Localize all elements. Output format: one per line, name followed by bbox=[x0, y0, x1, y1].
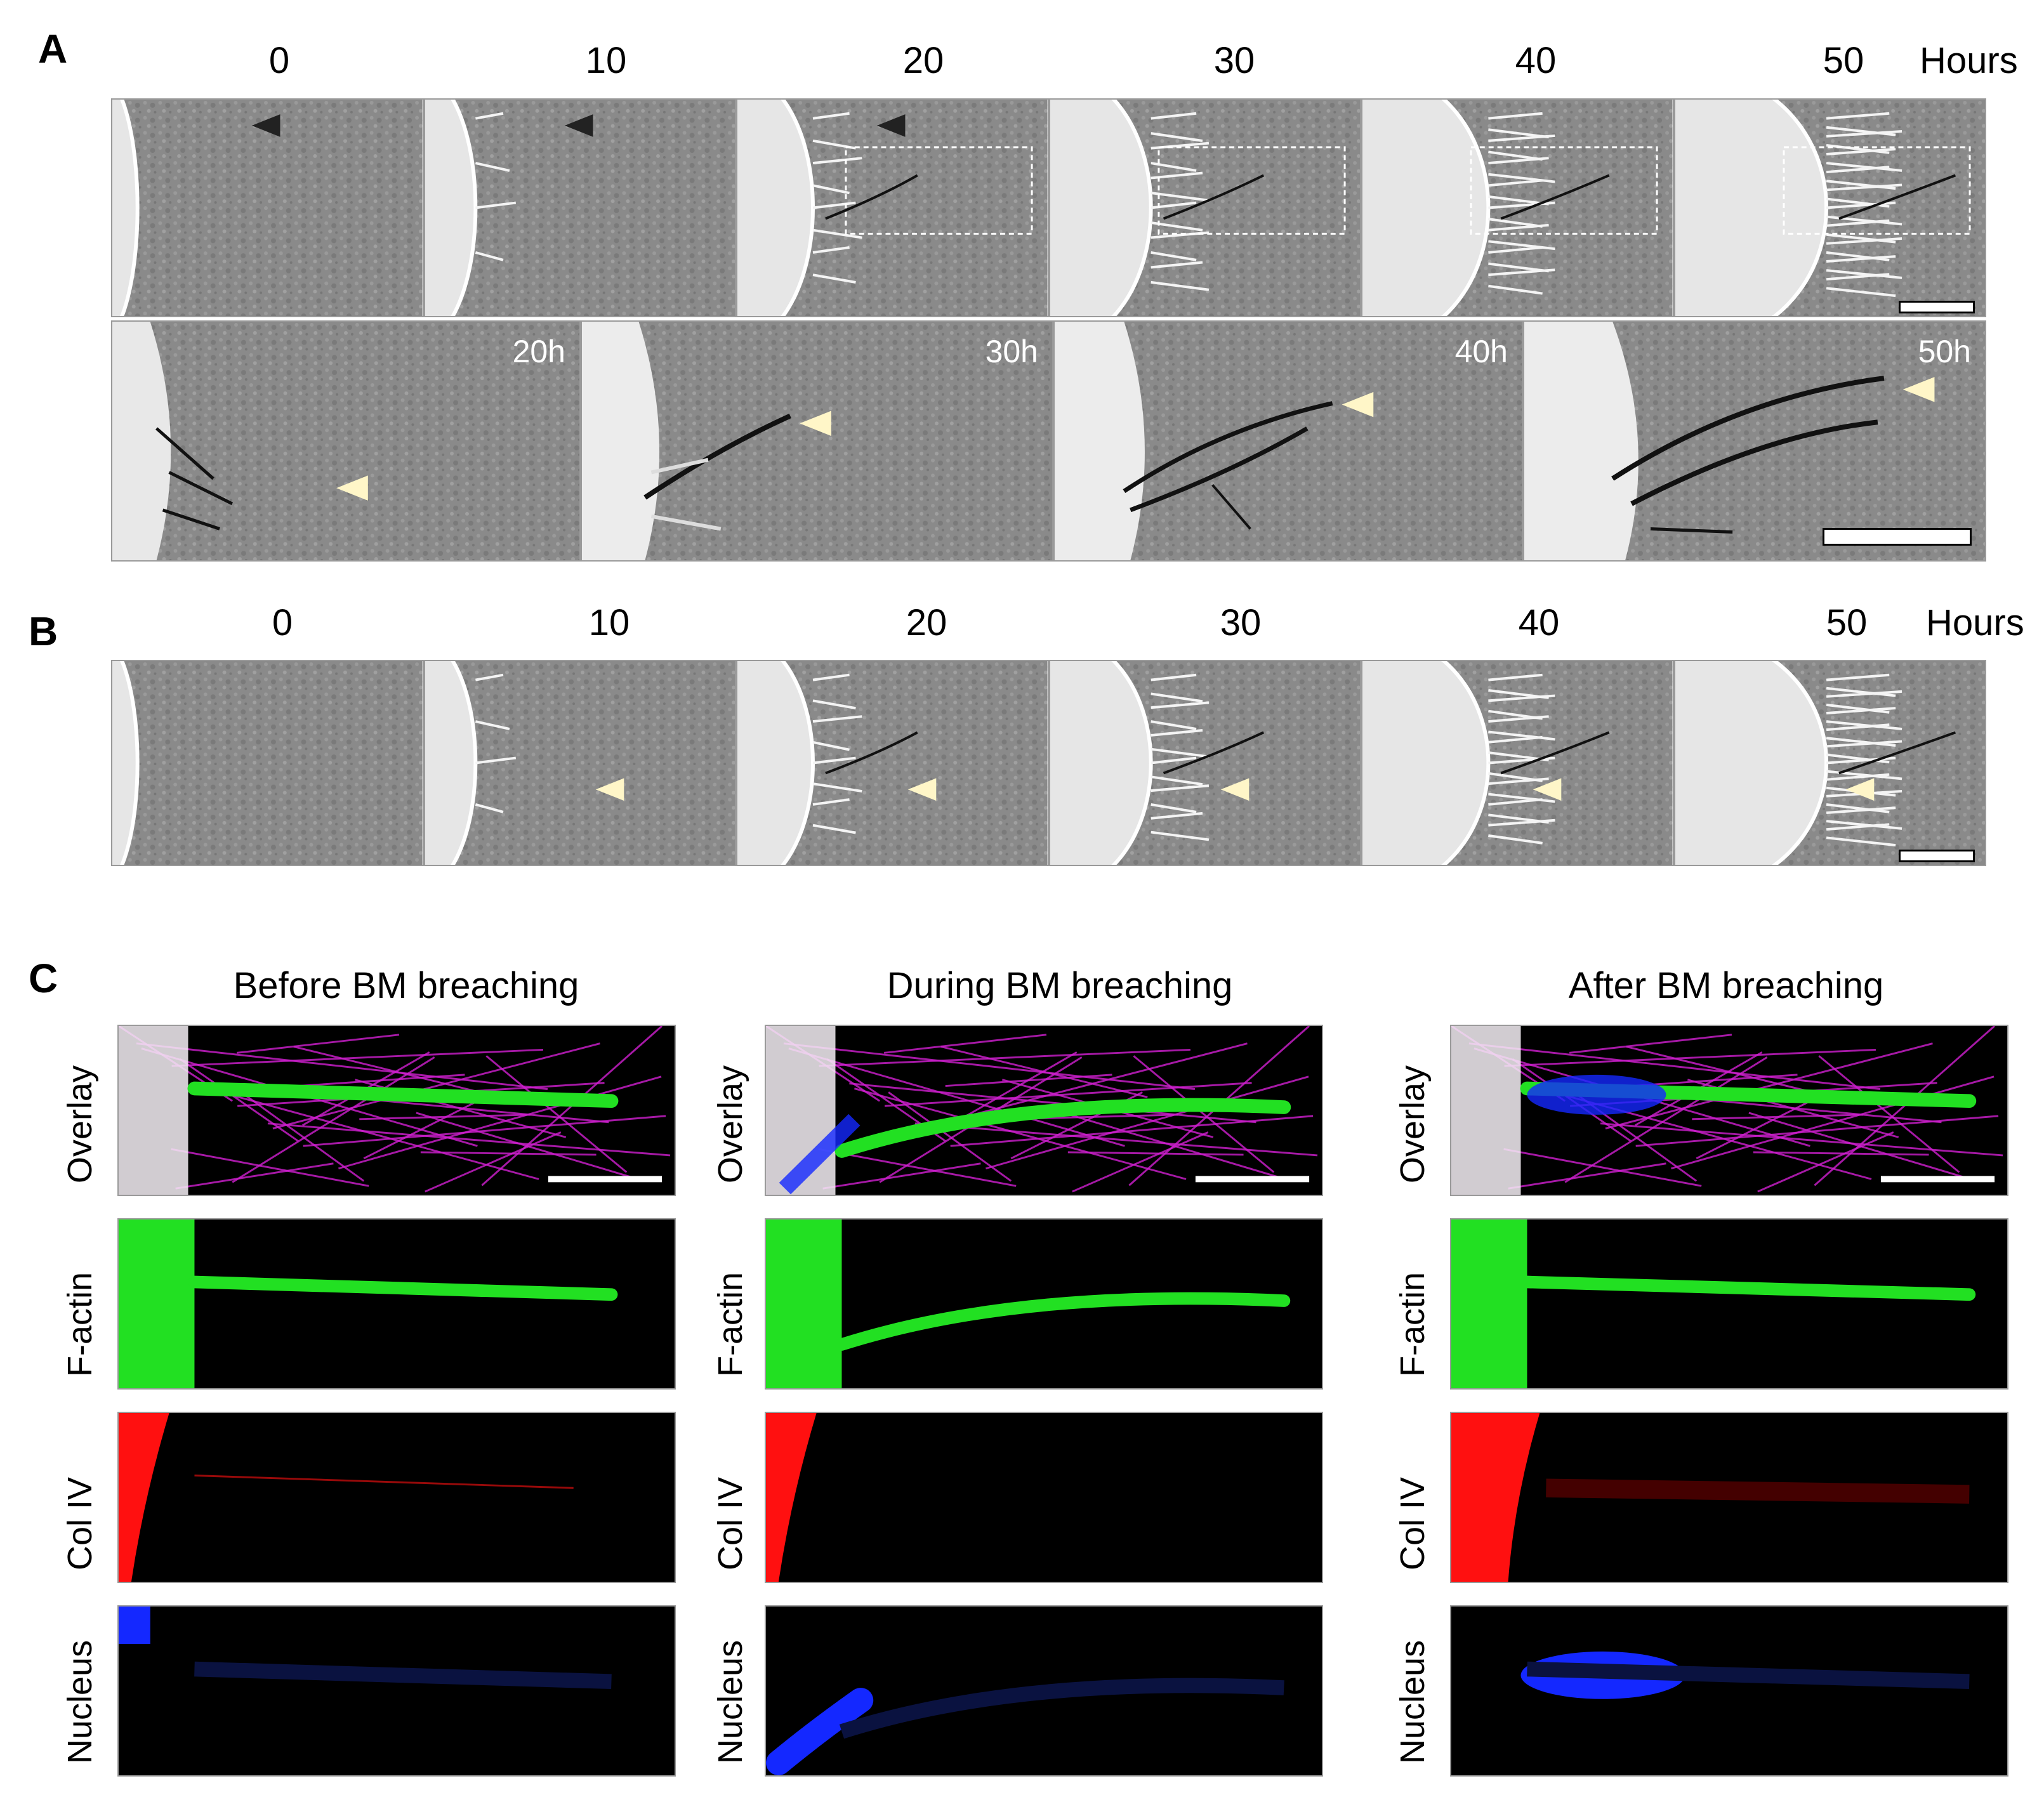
panel-a-letter: A bbox=[38, 26, 68, 72]
row-label-col-iv: Col IV bbox=[711, 1476, 749, 1570]
panel-b-frame-4 bbox=[1361, 660, 1674, 866]
panel-a-frame-4 bbox=[1361, 98, 1674, 317]
panel-a-time-0: 0 bbox=[268, 40, 290, 81]
panel-a-hours-label: Hours bbox=[1920, 40, 2018, 81]
scale-bar bbox=[1823, 528, 1972, 546]
panel-a-inset-30h: 30h bbox=[581, 320, 1053, 562]
scale-bar bbox=[1899, 301, 1975, 313]
panel-a-frame-2 bbox=[736, 98, 1049, 317]
panel-c-f-actin-2 bbox=[1450, 1218, 2008, 1390]
panel-a-frame-0 bbox=[111, 98, 424, 317]
inset-label-20h: 20h bbox=[512, 334, 565, 369]
row-label-nucleus: Nucleus bbox=[1394, 1640, 1432, 1764]
panel-a-inset-40h: 40h bbox=[1053, 320, 1523, 562]
column-title-before: Before BM breaching bbox=[233, 965, 579, 1006]
arrowhead-icon bbox=[564, 114, 593, 137]
panel-b-time-0: 0 bbox=[272, 602, 293, 643]
arrowhead-icon bbox=[1533, 778, 1562, 801]
panel-a-frame-5 bbox=[1673, 98, 1986, 317]
row-label-overlay: Overlay bbox=[711, 1065, 749, 1183]
column-title-after: After BM breaching bbox=[1568, 965, 1884, 1006]
panel-a-frame-3 bbox=[1048, 98, 1361, 317]
column-title-during: During BM breaching bbox=[887, 965, 1233, 1006]
arrowhead-icon bbox=[1845, 778, 1874, 801]
row-label-overlay: Overlay bbox=[1394, 1065, 1432, 1183]
inset-label-40h: 40h bbox=[1454, 334, 1508, 369]
panel-c-overlay-2 bbox=[1450, 1025, 2008, 1196]
scale-bar bbox=[1899, 850, 1975, 862]
panel-b-time-20: 20 bbox=[906, 602, 947, 643]
panel-b-frame-3 bbox=[1048, 660, 1361, 866]
panel-c-f-actin-1 bbox=[765, 1218, 1323, 1390]
panel-a-time-50: 50 bbox=[1823, 40, 1864, 81]
panel-a-inset-20h: 20h bbox=[111, 320, 581, 562]
panel-c-nucleus-2 bbox=[1450, 1605, 2008, 1777]
panel-b-frame-1 bbox=[423, 660, 736, 866]
row-label-overlay: Overlay bbox=[61, 1065, 99, 1183]
panel-a-time-40: 40 bbox=[1515, 40, 1557, 81]
row-label-nucleus: Nucleus bbox=[61, 1640, 99, 1764]
panel-a-frame-1 bbox=[423, 98, 736, 317]
arrowhead-icon bbox=[1342, 391, 1374, 417]
panel-c-letter: C bbox=[29, 956, 58, 1001]
panel-a-time-30: 30 bbox=[1213, 40, 1255, 81]
panel-b-frame-5 bbox=[1673, 660, 1986, 866]
inset-label-50h: 50h bbox=[1918, 334, 1971, 369]
panel-c-col-iv-2 bbox=[1450, 1412, 2008, 1583]
row-label-f-actin: F-actin bbox=[711, 1272, 749, 1377]
row-label-col-iv: Col IV bbox=[61, 1476, 99, 1570]
panel-c-col-iv-1 bbox=[765, 1412, 1323, 1583]
arrowhead-icon bbox=[1220, 778, 1249, 801]
panel-b-time-30: 30 bbox=[1220, 602, 1262, 643]
inset-label-30h: 30h bbox=[985, 334, 1038, 369]
panel-a-inset-50h: 50h bbox=[1523, 320, 1986, 562]
panel-c-nucleus-1 bbox=[765, 1605, 1323, 1777]
panel-b-hours-label: Hours bbox=[1926, 602, 2024, 643]
arrowhead-icon bbox=[251, 114, 280, 137]
panel-a-time-20: 20 bbox=[902, 40, 944, 81]
panel-c-col-iv-0 bbox=[117, 1412, 676, 1583]
panel-b-time-40: 40 bbox=[1518, 602, 1560, 643]
row-label-nucleus: Nucleus bbox=[711, 1640, 749, 1764]
arrowhead-icon bbox=[907, 778, 937, 801]
row-label-f-actin: F-actin bbox=[61, 1272, 99, 1377]
arrowhead-icon bbox=[876, 114, 906, 137]
row-label-f-actin: F-actin bbox=[1394, 1272, 1432, 1377]
arrowhead-icon bbox=[1902, 377, 1935, 402]
row-label-col-iv: Col IV bbox=[1394, 1476, 1432, 1570]
panel-b-frame-0 bbox=[111, 660, 424, 866]
panel-a-time-10: 10 bbox=[585, 40, 627, 81]
panel-b-letter: B bbox=[29, 608, 58, 654]
panel-c-overlay-0 bbox=[117, 1025, 676, 1196]
arrowhead-icon bbox=[800, 411, 831, 437]
panel-b-time-50: 50 bbox=[1826, 602, 1868, 643]
panel-c-f-actin-0 bbox=[117, 1218, 676, 1390]
panel-b-frame-2 bbox=[736, 660, 1049, 866]
panel-c-nucleus-0 bbox=[117, 1605, 676, 1777]
panel-b-time-10: 10 bbox=[588, 602, 630, 643]
arrowhead-icon bbox=[336, 475, 368, 501]
arrowhead-icon bbox=[595, 778, 624, 801]
panel-c-overlay-1 bbox=[765, 1025, 1323, 1196]
